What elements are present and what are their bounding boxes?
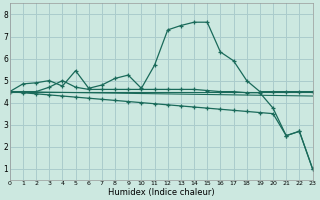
X-axis label: Humidex (Indice chaleur): Humidex (Indice chaleur) [108, 188, 214, 197]
